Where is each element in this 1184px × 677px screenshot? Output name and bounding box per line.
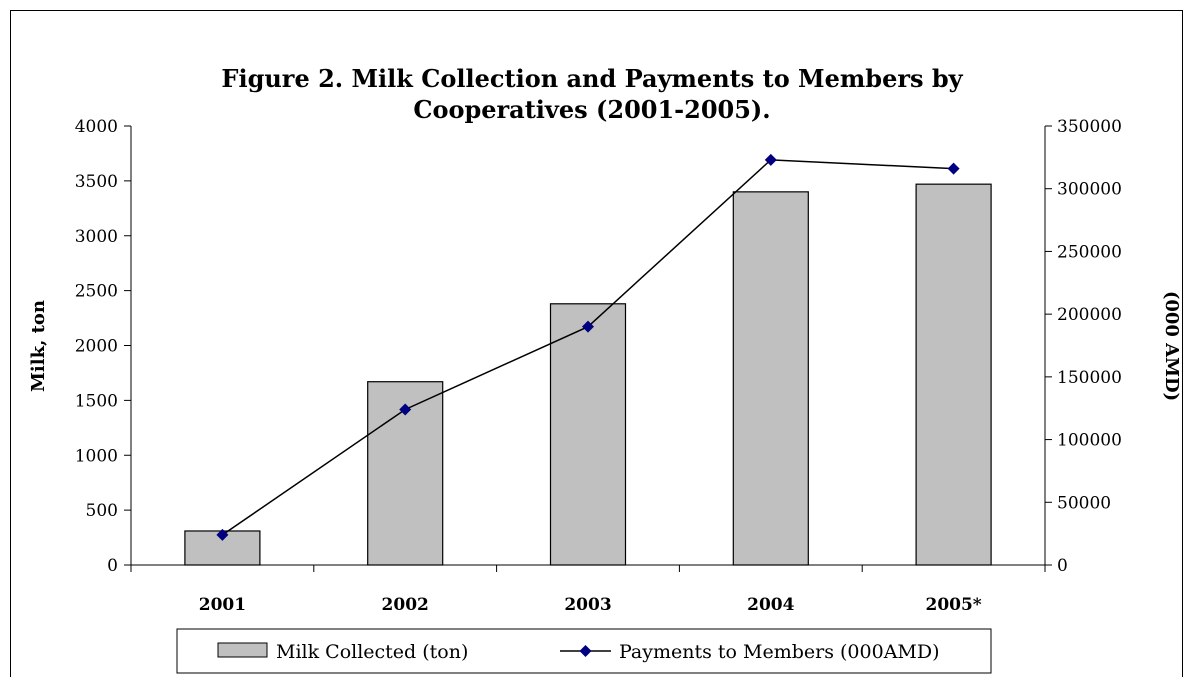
y-right-tick-label-50000: 50000 bbox=[1057, 493, 1111, 513]
y-left-tick-label-3500: 3500 bbox=[75, 172, 118, 192]
y-left-tick-label-500: 500 bbox=[86, 501, 118, 521]
y-left-tick-label-2500: 2500 bbox=[75, 282, 118, 302]
y-right-tick-label-250000: 250000 bbox=[1057, 242, 1122, 262]
payments-marker-2002 bbox=[399, 403, 412, 416]
legend-swatch-payments-marker bbox=[579, 645, 592, 657]
x-tick-label-2005*: 2005* bbox=[925, 595, 981, 615]
legend-label-payments: Payments to Members (000AMD) bbox=[619, 641, 940, 663]
legend-swatch-milk bbox=[217, 642, 268, 658]
y-left-tick-label-0: 0 bbox=[107, 556, 118, 576]
payments-marker-2005* bbox=[947, 162, 960, 175]
axes-layer: 0 500 1000 1500 2000 2500 3000 3500 4000 0 50000 10… bbox=[75, 117, 1122, 615]
bars-layer bbox=[184, 183, 992, 566]
milk-bar-2003 bbox=[549, 303, 627, 566]
payments-marker-2003 bbox=[582, 320, 594, 333]
y-right-tick-label-350000: 350000 bbox=[1057, 117, 1122, 137]
milk-bar-2004 bbox=[732, 191, 809, 566]
x-tick-label-2003: 2003 bbox=[564, 595, 611, 615]
y-left-tick-label-1000: 1000 bbox=[75, 446, 118, 466]
payments-marker-2004 bbox=[764, 153, 777, 166]
x-tick-label-2001: 2001 bbox=[199, 595, 246, 615]
y-right-tick-label-150000: 150000 bbox=[1057, 368, 1122, 388]
y-right-tick-label-200000: 200000 bbox=[1057, 305, 1122, 325]
chart-title-line-2: Cooperatives (2001-2005). bbox=[413, 95, 770, 124]
y-left-tick-label-3000: 3000 bbox=[75, 227, 118, 247]
payments-marker-2001 bbox=[216, 528, 229, 541]
payments-line-layer bbox=[216, 153, 960, 541]
milk-bar-2005* bbox=[915, 183, 992, 566]
chart-title-line-1: Figure 2. Milk Collection and Payments t… bbox=[221, 64, 963, 93]
y-left-tick-label-4000: 4000 bbox=[75, 117, 118, 137]
y-right-tick-label-300000: 300000 bbox=[1057, 180, 1122, 200]
legend: Milk Collected (ton) Payments to Members… bbox=[176, 628, 992, 674]
y-right-tick-label-100000: 100000 bbox=[1057, 431, 1122, 451]
y-axis-title-left: Milk, ton bbox=[28, 300, 49, 392]
x-tick-label-2002: 2002 bbox=[382, 595, 429, 615]
y-left-tick-label-2000: 2000 bbox=[75, 337, 118, 357]
legend-label-milk: Milk Collected (ton) bbox=[276, 641, 468, 663]
y-right-tick-label-0: 0 bbox=[1057, 556, 1068, 576]
x-tick-label-2004: 2004 bbox=[747, 595, 794, 615]
y-left-tick-label-1500: 1500 bbox=[75, 391, 118, 411]
y-axis-title-right: (000 AMD) bbox=[1161, 291, 1182, 401]
